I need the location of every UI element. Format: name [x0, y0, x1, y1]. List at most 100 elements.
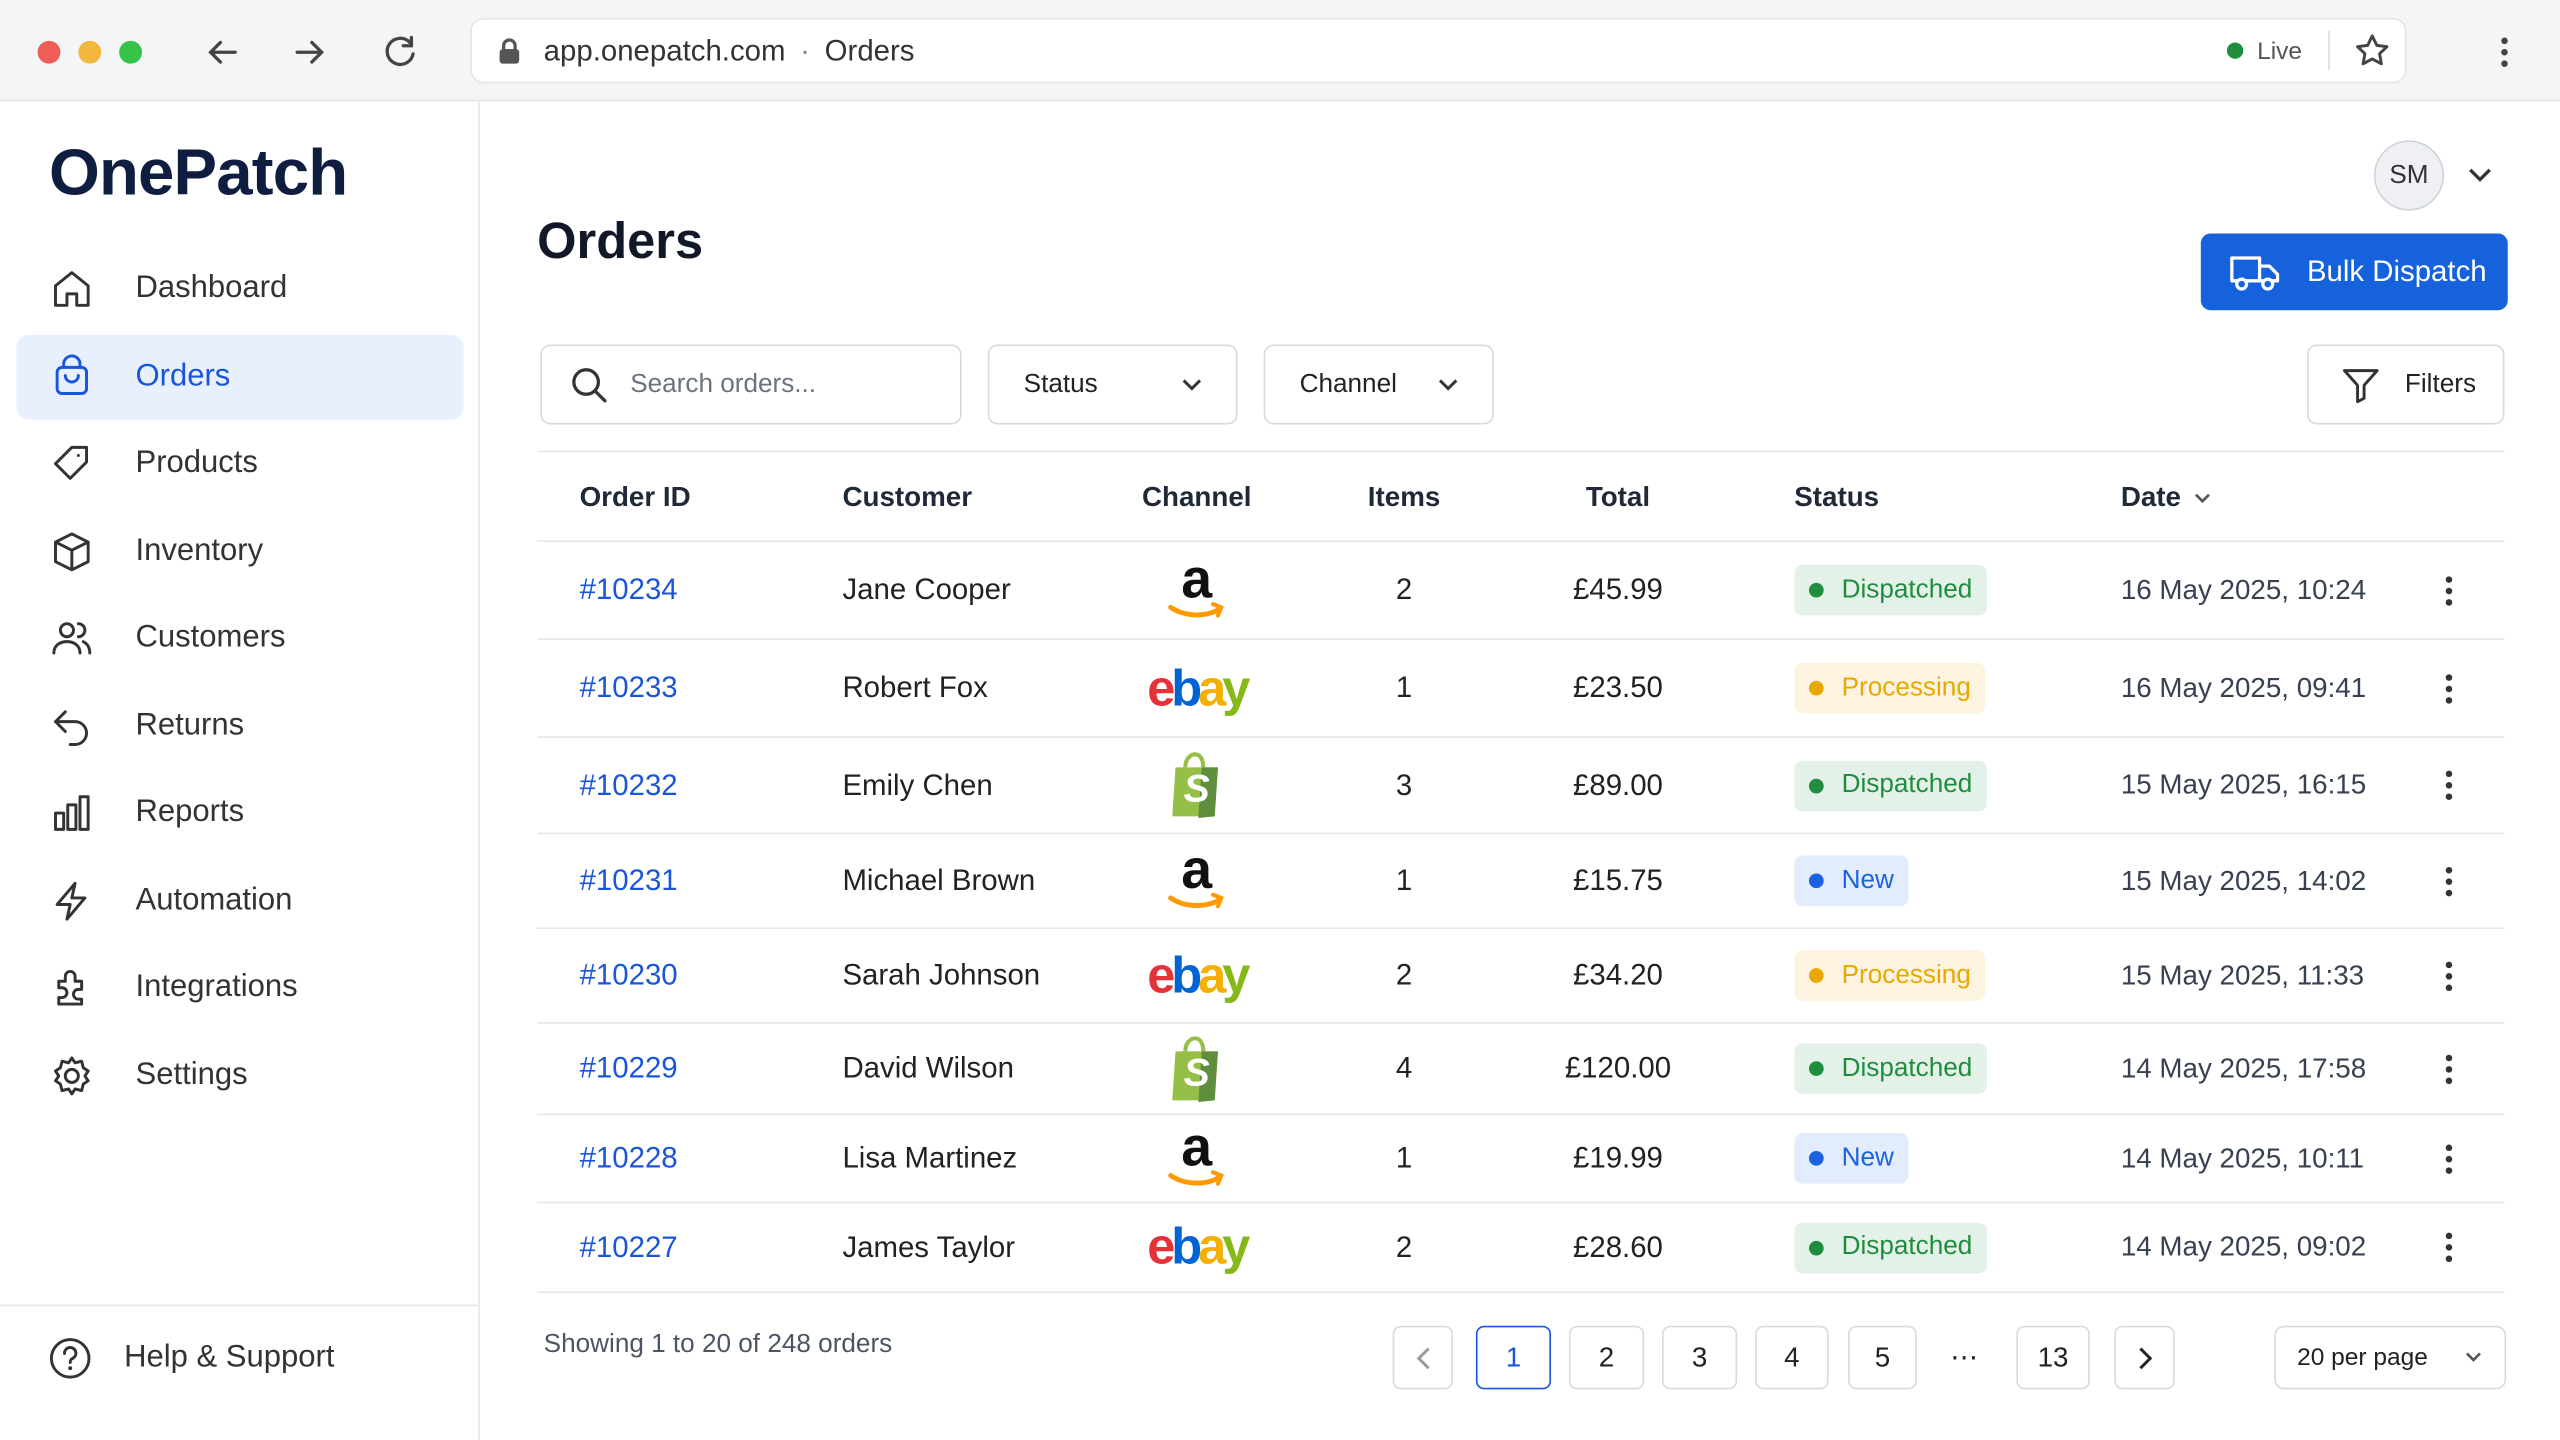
channel-filter[interactable]: Channel	[1263, 344, 1494, 425]
row-menu[interactable]	[2444, 640, 2454, 736]
status-label: Processing	[1841, 673, 1971, 702]
status-dot	[1808, 777, 1824, 793]
status-badge: New	[1794, 855, 1909, 907]
amazon-letter: a	[1181, 838, 1213, 901]
order-id[interactable]: #10233	[579, 671, 678, 704]
status-badge: Dispatched	[1794, 760, 1988, 811]
nav-item[interactable]: Orders	[16, 333, 464, 419]
window-controls	[37, 40, 143, 64]
page-button[interactable]: 4	[1755, 1325, 1829, 1390]
status-dot	[1808, 1151, 1824, 1166]
table-row[interactable]: #10229 David Wilson S 4 £120.00 Dispatched 14 …	[537, 1024, 2505, 1116]
filters-button[interactable]: Filters	[2306, 344, 2505, 425]
items: 3	[1395, 768, 1413, 801]
row-menu[interactable]	[2444, 929, 2454, 1022]
avatar-chevron[interactable]	[2469, 167, 2492, 183]
total: £28.60	[1573, 1230, 1663, 1263]
table-row[interactable]: #10233 Robert Fox ebay 1 £23.50 Processing 16 …	[537, 640, 2505, 738]
order-id[interactable]: #10229	[579, 1051, 678, 1085]
amazon-letter: a	[1181, 547, 1213, 610]
status-filter-label: Status	[1023, 369, 1098, 398]
status-filter[interactable]: Status	[987, 344, 1238, 425]
shopify-logo: S	[1167, 1035, 1226, 1102]
nav-item[interactable]: Automation	[16, 858, 463, 943]
nav-item[interactable]: Customers	[16, 596, 463, 681]
table-row[interactable]: #10232 Emily Chen S 3 £89.00 Dispatched 15 May…	[537, 738, 2505, 835]
order-id[interactable]: #10234	[579, 573, 678, 606]
order-id[interactable]: #10228	[579, 1141, 678, 1174]
order-id[interactable]: #10231	[579, 863, 678, 897]
total: £19.99	[1573, 1141, 1663, 1174]
nav-item[interactable]: Returns	[16, 683, 463, 768]
column-header: Customer	[842, 482, 972, 515]
table-row[interactable]: #10230 Sarah Johnson ebay 2 £34.20 Processing…	[537, 929, 2505, 1024]
bookmark-star[interactable]	[2356, 34, 2389, 67]
row-menu[interactable]	[2444, 1024, 2454, 1114]
table-row[interactable]: #10231 Michael Brown a 1 £15.75 New 15 May 202…	[537, 834, 2505, 929]
page-button[interactable]: 5	[1848, 1325, 1917, 1390]
row-menu[interactable]	[2444, 1115, 2454, 1202]
status-badge: Processing	[1794, 950, 1986, 1001]
table-row[interactable]: #10227 James Taylor ebay 2 £28.60 Dispatched 1…	[537, 1203, 2505, 1294]
amazon-smile	[1168, 891, 1224, 908]
row-menu[interactable]	[2444, 834, 2454, 927]
nav-item[interactable]: Dashboard	[16, 247, 463, 332]
row-menu[interactable]	[2444, 1203, 2454, 1291]
status-cell: Dispatched	[1794, 1024, 1988, 1114]
page-button[interactable]: 2	[1568, 1325, 1645, 1390]
column-label: Order ID	[579, 481, 691, 513]
orders-table: Order ID Customer Channel Items Total Status D…	[537, 450, 2505, 1294]
live-dot	[2227, 42, 2245, 59]
nav-label: Orders	[135, 358, 231, 393]
row-menu[interactable]	[2444, 738, 2454, 833]
page-button[interactable]: 1	[1475, 1325, 1552, 1390]
column-header: Channel	[1099, 482, 1295, 515]
prev-page[interactable]	[1392, 1325, 1454, 1390]
nav-item[interactable]: Products	[16, 421, 463, 506]
page-label: 3	[1691, 1341, 1708, 1373]
row-menu[interactable]	[2444, 542, 2454, 638]
nav-buttons[interactable]	[206, 35, 435, 69]
order-id[interactable]: #10230	[579, 958, 678, 992]
page-button[interactable]: 13	[2016, 1325, 2090, 1390]
customer: Jane Cooper	[842, 573, 1011, 606]
ebay-logo: ebay	[1147, 658, 1250, 716]
status-badge: Processing	[1794, 662, 1986, 714]
nav-item[interactable]: Reports	[16, 771, 463, 856]
page-button[interactable]: 3	[1662, 1325, 1738, 1390]
amazon-logo: a	[1164, 1116, 1229, 1191]
avatar[interactable]: SM	[2373, 140, 2445, 211]
status-cell: Dispatched	[1794, 542, 1988, 638]
nav-item[interactable]: Inventory	[16, 509, 463, 594]
next-page[interactable]	[2114, 1325, 2175, 1390]
status-dot	[1808, 873, 1824, 889]
per-page-select[interactable]: 20 per page	[2274, 1325, 2507, 1390]
nav-icon	[54, 795, 90, 831]
bulk-dispatch-button[interactable]: Bulk Dispatch	[2200, 233, 2508, 311]
nav-label: Returns	[135, 707, 245, 743]
page-ellipsis[interactable]: ⋯	[1935, 1326, 1997, 1390]
table-row[interactable]: #10234 Jane Cooper a 2 £45.99 Dispatched 16 Ma…	[537, 542, 2505, 640]
customer: Lisa Martinez	[842, 1141, 1018, 1174]
status-label: Dispatched	[1841, 1232, 1973, 1261]
truck-icon	[2230, 255, 2280, 290]
address-bar[interactable]: app.onepatch.com · Orders Live	[470, 17, 2407, 84]
total: £89.00	[1573, 768, 1663, 801]
nav-item[interactable]: Settings	[16, 1033, 463, 1118]
items: 2	[1395, 958, 1413, 992]
browser-menu[interactable]	[2498, 36, 2511, 69]
button-label: Bulk Dispatch	[2306, 254, 2487, 288]
search-input[interactable]: Search orders...	[540, 344, 962, 425]
shopify-letter: S	[1183, 1050, 1210, 1095]
column-header[interactable]: Date	[2121, 482, 2211, 515]
page-label: 1	[1505, 1341, 1522, 1373]
help-link[interactable]: Help & Support	[49, 1329, 334, 1388]
total: £45.99	[1573, 573, 1663, 606]
page-label: 13	[2037, 1341, 2069, 1373]
nav-item[interactable]: Integrations	[16, 945, 463, 1030]
order-id[interactable]: #10227	[579, 1230, 678, 1263]
ebay-logo: ebay	[1147, 946, 1250, 1004]
order-id[interactable]: #10232	[579, 768, 678, 801]
table-row[interactable]: #10228 Lisa Martinez a 1 £19.99 New 14 May 202…	[537, 1115, 2505, 1204]
